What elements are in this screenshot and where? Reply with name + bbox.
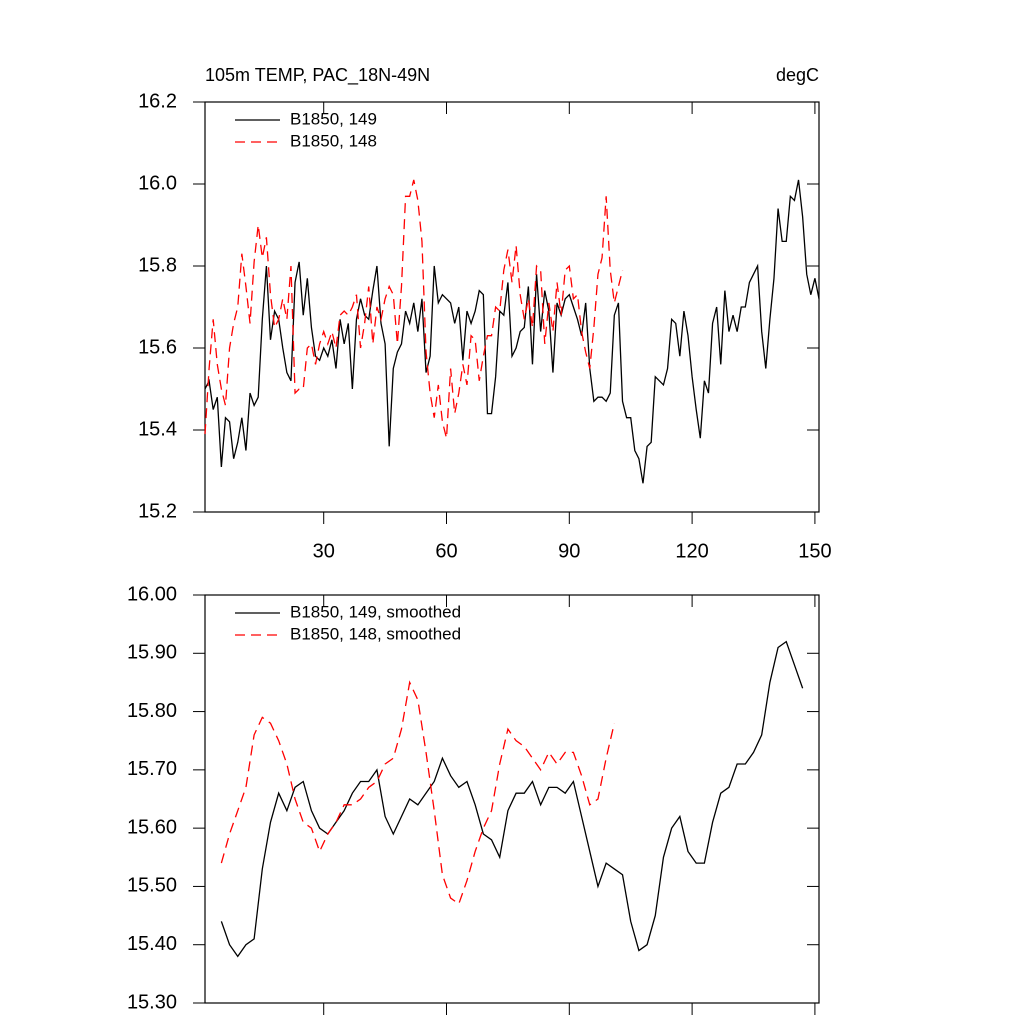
x-tick-label: 120 [675,540,708,562]
units-label: degC [776,65,819,85]
series-line [204,179,820,484]
legend-label: B1850, 148 [290,131,377,150]
y-tick-label: 16.0 [138,172,177,194]
x-tick-label: 60 [435,540,457,562]
y-tick-label: 15.60 [127,816,177,838]
y-tick-label: 15.50 [127,875,177,897]
y-tick-label: 15.30 [127,991,177,1013]
legend-label: B1850, 149, smoothed [290,602,461,621]
x-tick-label: 150 [798,540,831,562]
x-tick-label: 30 [313,540,335,562]
series-line [220,640,804,958]
legend-label: B1850, 148, smoothed [290,624,461,643]
y-tick-label: 15.4 [138,418,177,440]
y-tick-label: 15.6 [138,336,177,358]
series-line [220,680,615,905]
y-tick-label: 15.70 [127,758,177,780]
x-tick-label: 90 [558,540,580,562]
y-tick-label: 15.8 [138,254,177,276]
y-tick-label: 15.80 [127,700,177,722]
legend-label: B1850, 149 [290,109,377,128]
y-tick-label: 15.40 [127,933,177,955]
chart-title: 105m TEMP, PAC_18N-49N [205,65,430,86]
plot-frame [204,101,820,513]
plot-frame [204,594,820,1004]
y-tick-label: 15.2 [138,500,177,522]
y-tick-label: 15.90 [127,642,177,664]
series-line [204,179,624,439]
y-tick-label: 16.2 [138,90,177,112]
y-tick-label: 16.00 [127,583,177,605]
